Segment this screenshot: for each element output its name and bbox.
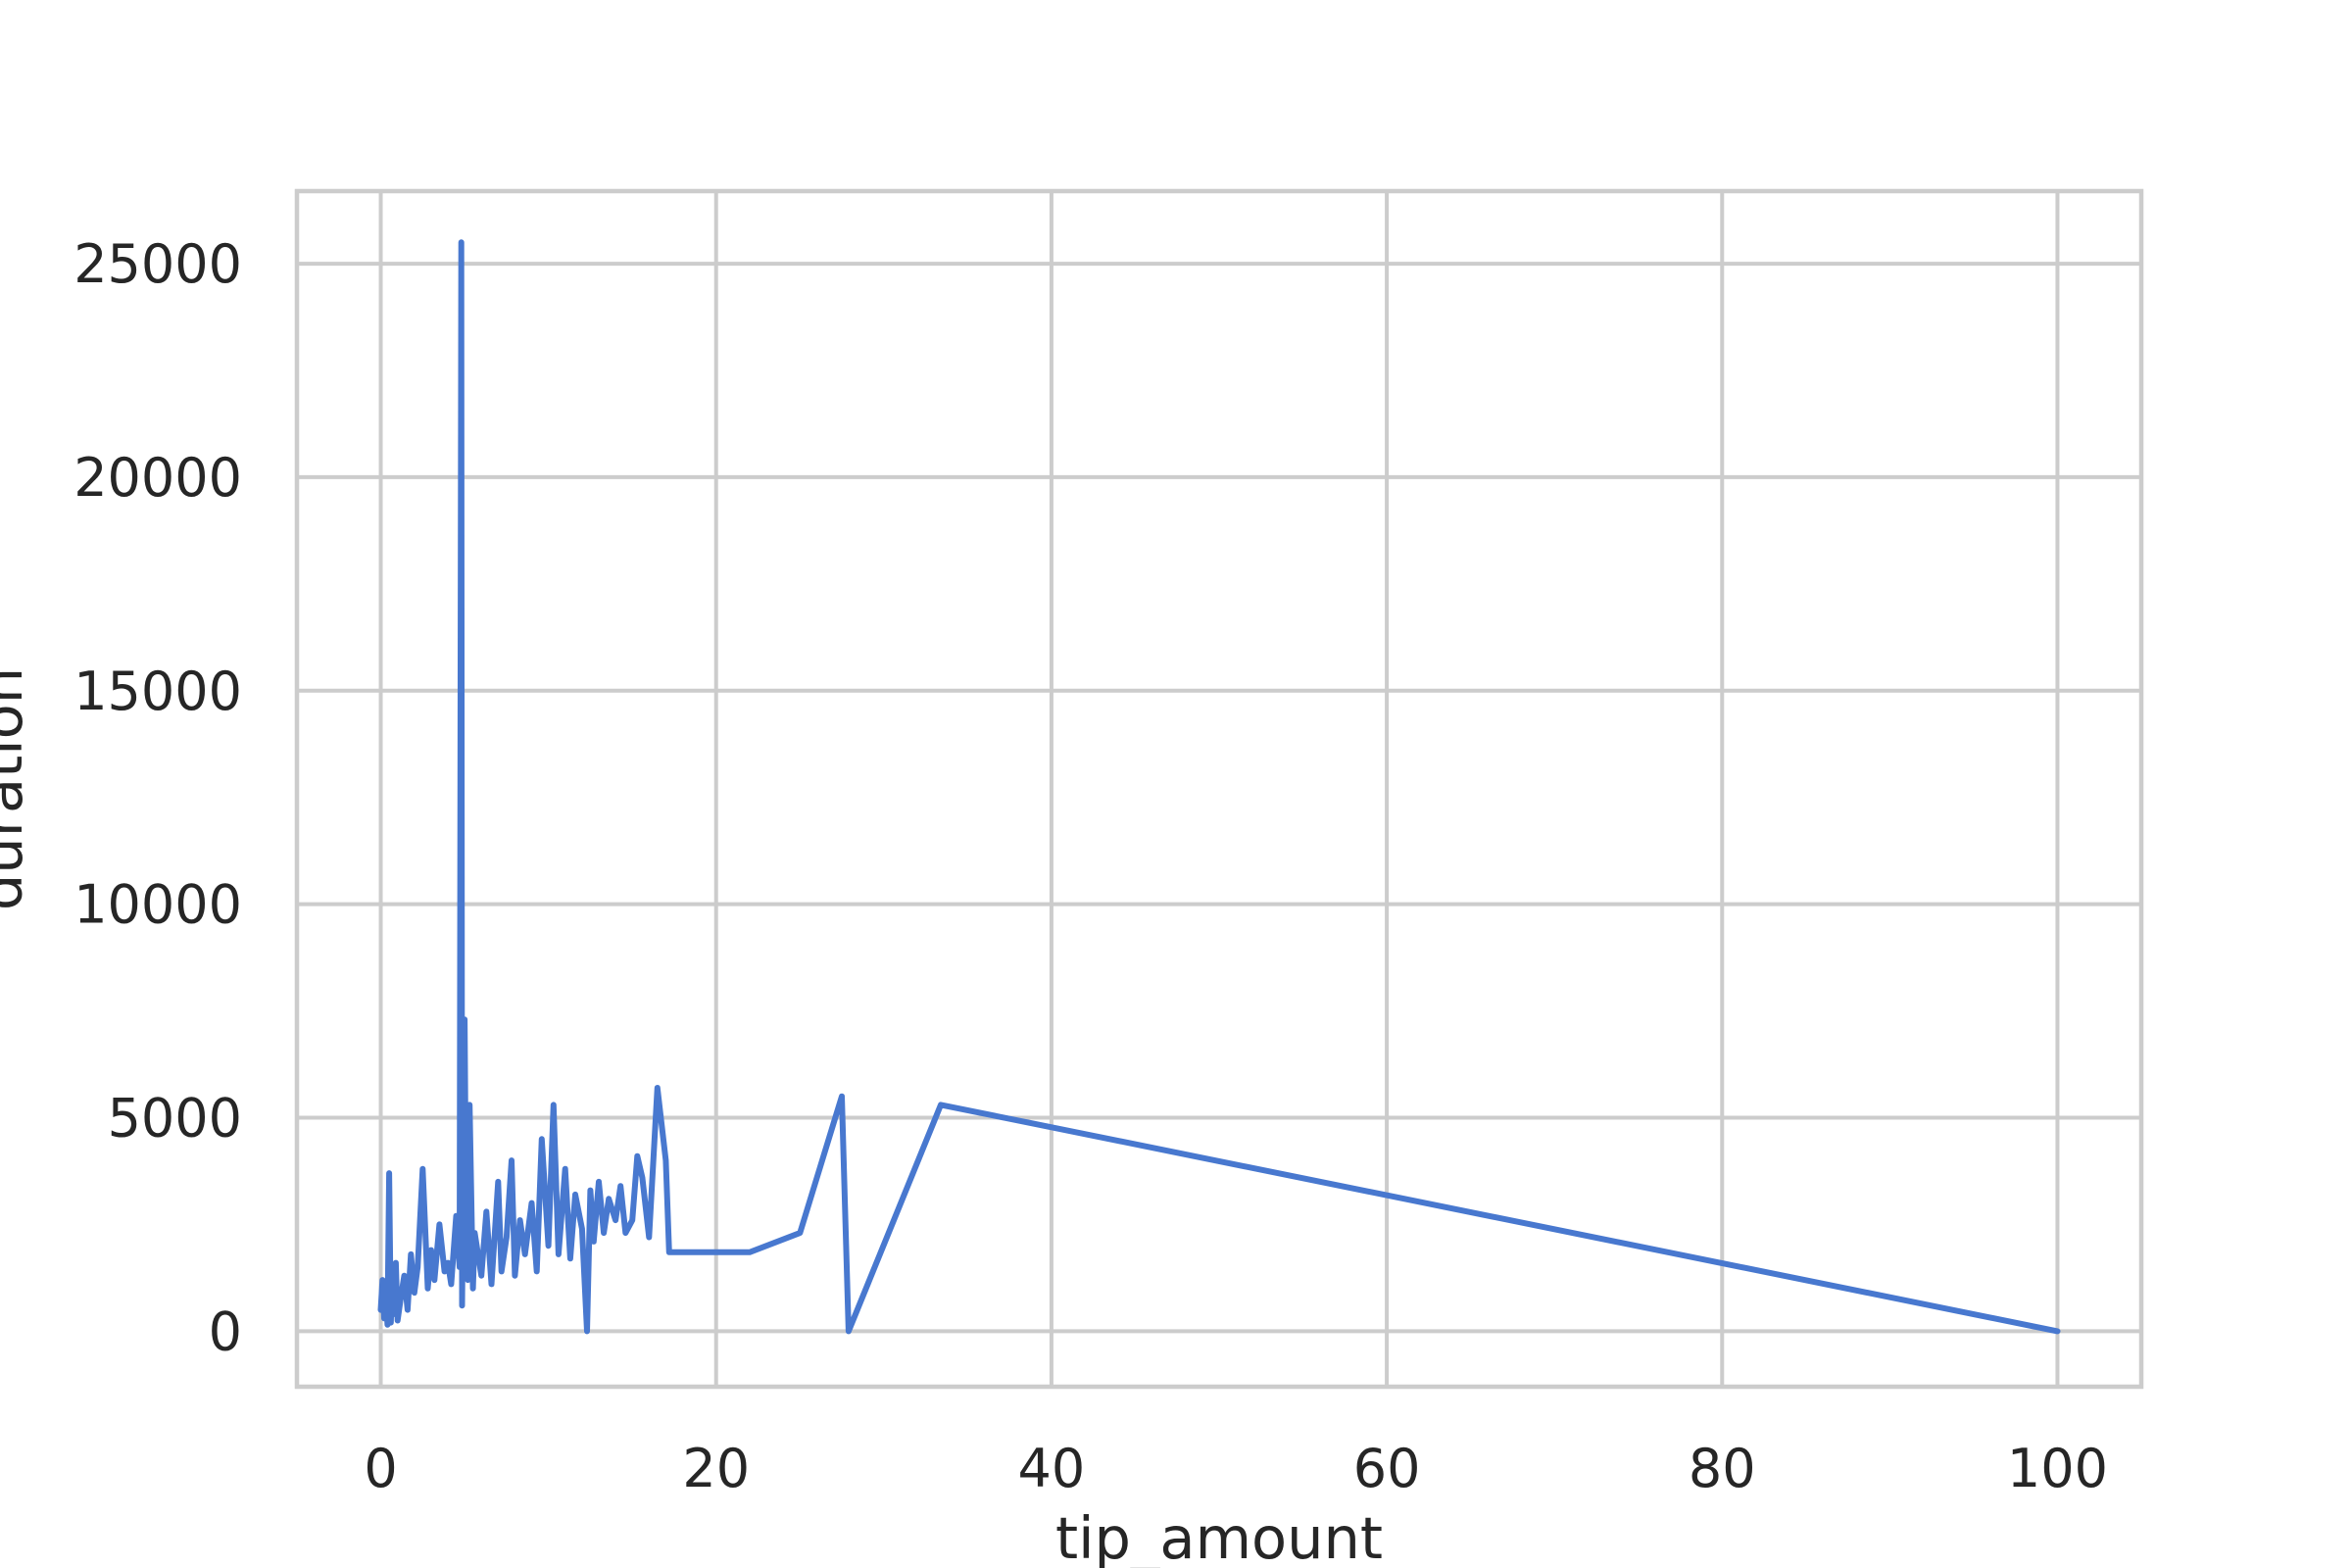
y-tick-label: 10000 [74,874,242,936]
series-layer [377,239,2061,1335]
x-tick-label: 40 [1018,1438,1086,1499]
x-gridlines [378,191,2060,1387]
y-tick-label: 15000 [74,661,242,722]
x-tick-label: 0 [364,1438,397,1499]
x-axis-label: tip_amount [1055,1504,1383,1568]
y-tick-label: 5000 [108,1088,242,1150]
x-tick-labels: 0 20 40 60 80 100 [364,1438,2108,1499]
x-tick-label: 100 [2007,1438,2108,1499]
y-tick-labels: 0 5000 10000 15000 20000 25000 [74,233,242,1362]
y-tick-label: 20000 [74,447,242,509]
y-gridlines [297,262,2141,1334]
x-tick-label: 20 [682,1438,750,1499]
x-tick-label: 80 [1689,1438,1756,1499]
y-tick-label: 25000 [74,233,242,295]
plot-frame [294,188,2144,1390]
y-axis-label: duration [0,667,35,910]
series-line [377,239,2061,1335]
y-tick-label: 0 [209,1300,242,1362]
x-tick-label: 60 [1353,1438,1421,1499]
